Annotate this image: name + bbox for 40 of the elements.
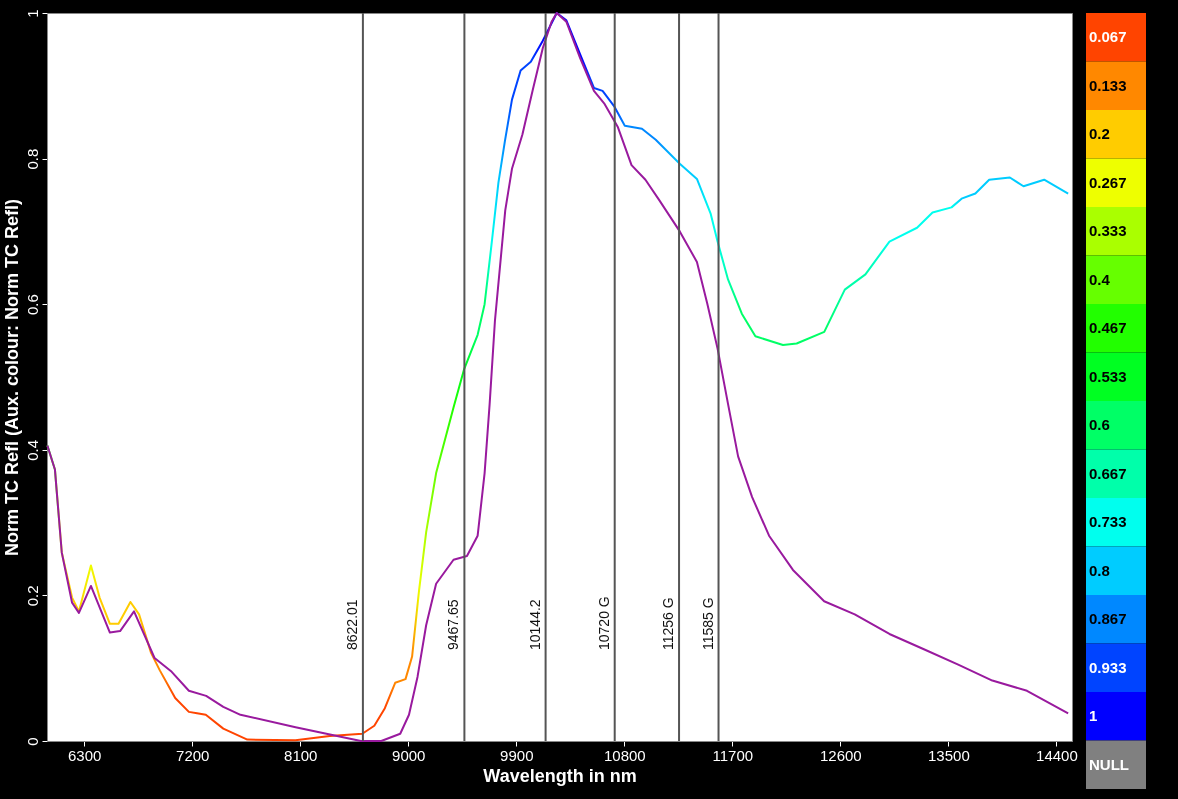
x-tick-label: 7200 [176,746,210,764]
y-tick-label: 0 [23,737,41,746]
ref-line-label: 8622.01 [343,599,360,650]
y-tick-label: 0.8 [23,148,41,170]
color-bar-label: 0.6 [1089,416,1110,434]
color-bar-label: 0.933 [1089,658,1127,676]
y-tick-label: 0.2 [23,585,41,607]
color-bar-label: 0.733 [1089,513,1127,531]
x-tick-label: 8100 [284,746,318,764]
x-tick-label: 10800 [603,746,646,764]
y-tick-label: 0.4 [23,439,41,461]
x-tick-label: 6300 [68,746,102,764]
x-tick-label: 12600 [820,746,862,764]
color-bar-label: 0.133 [1089,76,1127,94]
color-bar-label: 1 [1089,707,1098,725]
ref-line-label: 9467.65 [445,599,462,650]
color-bar-label: 0.067 [1089,28,1127,46]
color-bar-label: 0.867 [1089,610,1127,628]
x-tick-label: 9000 [392,746,426,764]
color-bar-label: 0.4 [1089,270,1111,288]
color-bar-label: 0.267 [1089,173,1127,191]
y-tick-label: 1 [23,9,41,18]
text: NULL [1089,755,1129,773]
ref-line-label: 10144.2 [526,599,543,650]
y-axis-title: Norm TC Refl (Aux. colour: Norm TC Refl) [1,198,22,557]
x-tick-label: 14400 [1036,746,1078,764]
ref-line-label: 11585 G [699,597,716,650]
y-tick-label: 0.6 [23,294,41,316]
x-tick-label: 9900 [500,746,534,764]
color-bar-label: 0.2 [1089,125,1110,143]
x-tick-label: 13500 [928,746,970,764]
color-bar-label: 0.467 [1089,319,1127,337]
x-tick-label: 11700 [712,746,754,764]
ref-line-label: 10720 G [595,596,612,650]
ref-line-label: 11256 G [660,597,677,650]
color-bar-label: 0.667 [1089,464,1127,482]
color-bar-label: 0.8 [1089,561,1110,579]
color-bar-label: 0.333 [1089,222,1127,240]
x-axis-title: Wavelength in nm [483,765,637,786]
color-bar-label: 0.533 [1089,367,1127,385]
